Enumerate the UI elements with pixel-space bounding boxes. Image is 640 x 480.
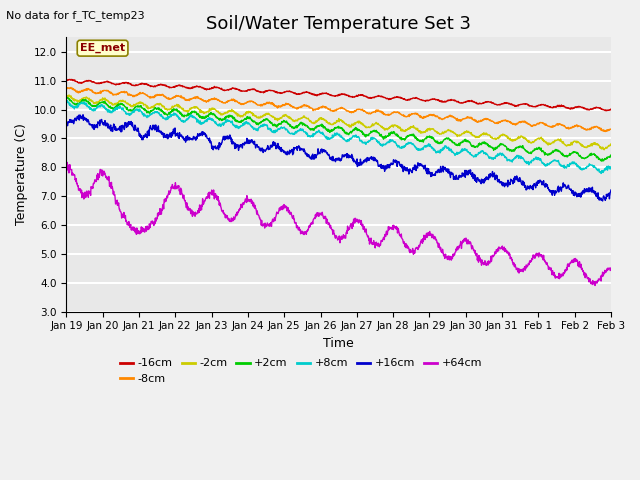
Text: No data for f_TC_temp23: No data for f_TC_temp23 — [6, 10, 145, 21]
Y-axis label: Temperature (C): Temperature (C) — [15, 123, 28, 226]
Text: EE_met: EE_met — [80, 43, 125, 53]
X-axis label: Time: Time — [323, 337, 354, 350]
Title: Soil/Water Temperature Set 3: Soil/Water Temperature Set 3 — [206, 15, 471, 33]
Legend: -16cm, -8cm, -2cm, +2cm, +8cm, +16cm, +64cm: -16cm, -8cm, -2cm, +2cm, +8cm, +16cm, +6… — [116, 354, 486, 388]
